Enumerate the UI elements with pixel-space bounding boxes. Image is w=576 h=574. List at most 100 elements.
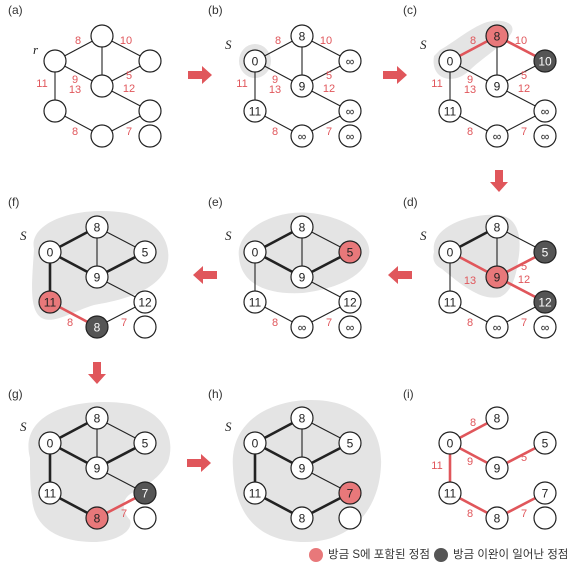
node-value: 8 (494, 221, 501, 235)
graph-node: 0 (243, 431, 267, 455)
graph-node: 0 (38, 431, 62, 455)
panel-label-c: (c) (403, 3, 417, 17)
node-circle (338, 240, 362, 264)
edge-weight: 7 (326, 317, 332, 329)
set-s-label: S (20, 419, 27, 434)
node-circle (85, 456, 109, 480)
node-value: ∞ (493, 130, 502, 144)
edge-weight: 11 (36, 78, 47, 90)
node-value: 8 (299, 412, 306, 426)
graph-node (133, 315, 157, 339)
panel-label-b: (b) (208, 3, 223, 17)
node-value: 5 (142, 437, 149, 451)
node-circle (338, 290, 362, 314)
edge-weight: 13 (464, 84, 476, 96)
arrow-down-icon (490, 170, 508, 192)
node-value: 0 (447, 55, 454, 69)
graph-node: 8 (290, 406, 314, 430)
graph-node: 0 (438, 49, 462, 73)
node-value: 8 (94, 512, 101, 526)
node-value: 9 (94, 462, 101, 476)
node-circle (533, 124, 557, 148)
node-circle (338, 506, 362, 530)
node-value: 9 (299, 271, 306, 285)
graph-node: 9 (85, 456, 109, 480)
graph-node: 11 (243, 481, 267, 505)
legend-relaxed-label: 방금 이완이 일어난 정점 (453, 547, 568, 561)
node-value: ∞ (298, 321, 307, 335)
set-s-region (32, 210, 169, 320)
edge-weight: 13 (269, 84, 281, 96)
set-s-label: S (225, 228, 232, 243)
graph-node: ∞ (290, 124, 314, 148)
edge-weight: 12 (123, 83, 135, 95)
node-circle (533, 431, 557, 455)
node-circle (38, 240, 62, 264)
graph-node: ∞ (533, 99, 557, 123)
graph-node: 8 (290, 215, 314, 239)
edge-weight: 8 (72, 126, 78, 138)
node-value: 5 (542, 437, 549, 451)
node-circle (533, 506, 557, 530)
node-circle (485, 265, 509, 289)
graph-node: 11 (438, 290, 462, 314)
graph-node: 8 (290, 24, 314, 48)
node-circle (485, 215, 509, 239)
node-value: 12 (343, 296, 357, 310)
node-circle (338, 481, 362, 505)
node-value: 11 (444, 105, 457, 119)
node-circle (533, 49, 557, 73)
graph-node: 11 (438, 481, 462, 505)
graph-node: 11 (243, 290, 267, 314)
graph-node (43, 99, 67, 123)
node-circle (90, 124, 114, 148)
graph-node (138, 49, 162, 73)
panel-f: 8 7 0 8 5 9 11 12 8 S (20, 210, 169, 339)
graph-node: 8 (485, 24, 509, 48)
graph-node: 8 (485, 406, 509, 430)
node-circle (533, 315, 557, 339)
edge-weight: 5 (126, 70, 132, 82)
node-value: 11 (249, 105, 262, 119)
node-circle (338, 315, 362, 339)
graph-node: 8 (85, 406, 109, 430)
legend-in-s-swatch (309, 548, 323, 562)
diagram-root: 8 10 11 9 5 13 12 8 7 r (a) 8 10 11 9 5 13 12 8 7 0 8 ∞ 9 11 ∞ ∞ ∞ S… (8, 3, 557, 542)
node-value: 8 (494, 30, 501, 44)
edge-weight: 7 (521, 317, 527, 329)
graph-node: ∞ (338, 99, 362, 123)
edge-weight: 13 (69, 84, 81, 96)
node-circle (485, 456, 509, 480)
graph-node: 0 (438, 431, 462, 455)
panel-a: 8 10 11 9 5 13 12 8 7 r (33, 24, 162, 148)
node-circle (85, 506, 109, 530)
node-value: 11 (444, 296, 457, 310)
node-value: 0 (447, 437, 454, 451)
node-value: ∞ (541, 130, 550, 144)
node-value: 9 (494, 271, 501, 285)
arrow-right-icon (383, 66, 407, 84)
node-value: 7 (542, 487, 549, 501)
arrow-left-icon (388, 266, 412, 284)
node-value: 11 (249, 487, 262, 501)
legend: 방금 S에 포함된 정점 방금 이완이 일어난 정점 (309, 547, 568, 562)
node-circle (485, 506, 509, 530)
node-circle (243, 99, 267, 123)
edge-weight: 11 (236, 78, 247, 90)
node-circle (85, 215, 109, 239)
node-circle (290, 506, 314, 530)
node-circle (243, 481, 267, 505)
edge-weight: 7 (126, 126, 132, 138)
node-value: ∞ (541, 105, 550, 119)
edge-weight: 12 (518, 274, 530, 286)
edge-weight: 8 (467, 317, 473, 329)
graph-node (338, 506, 362, 530)
edge-weight: 12 (323, 83, 335, 95)
node-circle (85, 406, 109, 430)
node-value: 8 (94, 321, 101, 335)
panel-h: 0 8 5 9 11 7 8 S (225, 400, 382, 542)
node-value: 8 (299, 512, 306, 526)
edge-weight: 8 (75, 35, 81, 47)
graph-node: 11 (38, 481, 62, 505)
node-value: 0 (252, 246, 259, 260)
